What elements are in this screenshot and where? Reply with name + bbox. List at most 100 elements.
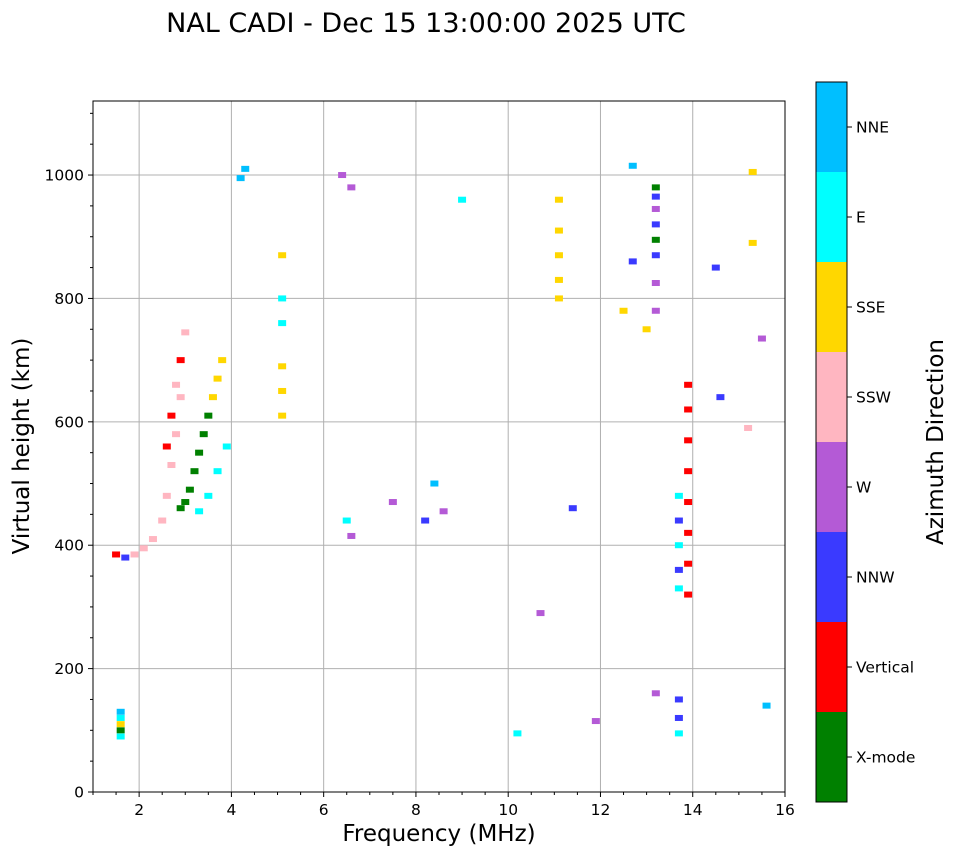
echo-point [121, 554, 130, 561]
x-axis-ticks: 2 4 6 8 10 12 14 16 [92, 792, 795, 819]
colorbar-tick-label: Vertical [856, 659, 914, 677]
echo-point [195, 508, 204, 515]
echo-point [278, 363, 287, 370]
colorbar-label: Azimuth Direction [923, 339, 949, 545]
echo-point [213, 375, 222, 382]
y-tick-label: 400 [54, 537, 84, 555]
echo-point [684, 437, 693, 444]
echo-point [347, 532, 356, 539]
echo-point [167, 412, 176, 419]
colorbar-segment [816, 352, 847, 442]
echo-point [222, 443, 231, 450]
echo-point [684, 591, 693, 598]
echo-point [241, 165, 250, 172]
echo-point [347, 184, 356, 191]
x-tick-label: 2 [134, 801, 144, 819]
echo-point [628, 258, 637, 265]
echo-point [116, 727, 125, 734]
echo-point [674, 492, 683, 499]
echo-point [116, 708, 125, 715]
echo-point [278, 320, 287, 327]
x-axis-label: Frequency (MHz) [342, 821, 535, 847]
echo-point [674, 714, 683, 721]
echo-point [278, 252, 287, 259]
echo-point [651, 221, 660, 228]
x-tick-label: 12 [591, 801, 611, 819]
echo-point [278, 387, 287, 394]
echo-point [536, 610, 545, 617]
echo-point [684, 560, 693, 567]
echo-point [674, 696, 683, 703]
echo-point [748, 239, 757, 246]
echo-point [213, 468, 222, 475]
chart-title: NAL CADI - Dec 15 13:00:00 2025 UTC [166, 8, 686, 39]
echo-point [195, 449, 204, 456]
colorbar-tick-label: NNW [856, 569, 895, 587]
echo-point [181, 499, 190, 506]
x-tick-label: 6 [319, 801, 329, 819]
colorbar-tick-label: NNE [856, 119, 889, 137]
echo-point [236, 175, 245, 182]
echo-point [176, 394, 185, 401]
echo-point [172, 381, 181, 388]
echo-point [674, 517, 683, 524]
echo-point [176, 505, 185, 512]
echo-point [554, 276, 563, 283]
colorbar-segment [816, 622, 847, 712]
y-tick-label: 600 [54, 413, 84, 431]
y-tick-label: 800 [54, 290, 84, 308]
plot-frame [93, 101, 785, 792]
echo-point [554, 295, 563, 302]
echo-point [162, 443, 171, 450]
colorbar-tick-label: E [856, 209, 866, 227]
echo-point [158, 517, 167, 524]
echo-point [204, 412, 213, 419]
echo-point [190, 468, 199, 475]
echo-point [711, 264, 720, 271]
colorbar-tick-label: SSE [856, 299, 885, 317]
x-tick-label: 16 [775, 801, 795, 819]
y-tick-label: 200 [54, 660, 84, 678]
echo-point [748, 168, 757, 175]
echo-point [342, 517, 351, 524]
colorbar-segment [816, 82, 847, 172]
echo-point [218, 357, 227, 364]
echo-point [167, 462, 176, 469]
echo-point [421, 517, 430, 524]
echo-point [568, 505, 577, 512]
echo-point [430, 480, 439, 487]
echo-point [651, 252, 660, 259]
echo-point [674, 566, 683, 573]
echo-point [388, 499, 397, 506]
x-tick-label: 4 [226, 801, 236, 819]
colorbar: X-mode Vertical NNW W SSW SSE E NNE [815, 81, 915, 803]
colorbar-frame [815, 81, 848, 803]
echo-point [181, 329, 190, 336]
echo-point [172, 431, 181, 438]
echo-point [651, 307, 660, 314]
echo-point [651, 184, 660, 191]
x-tick-label: 14 [683, 801, 703, 819]
echo-point [554, 252, 563, 259]
echo-point [674, 542, 683, 549]
echo-point [148, 536, 157, 543]
y-tick-label: 0 [74, 784, 84, 802]
data-points [112, 162, 771, 740]
echo-point [338, 172, 347, 179]
grid [93, 101, 786, 793]
echo-point [684, 468, 693, 475]
echo-point [651, 280, 660, 287]
echo-point [139, 545, 148, 552]
echo-point [744, 424, 753, 431]
echo-point [762, 702, 771, 709]
echo-point [684, 406, 693, 413]
echo-point [112, 551, 121, 558]
echo-point [199, 431, 208, 438]
echo-point [651, 690, 660, 697]
x-tick-label: 8 [411, 801, 421, 819]
echo-point [642, 326, 651, 333]
echo-point [554, 196, 563, 203]
colorbar-segment [816, 442, 847, 532]
echo-point [185, 486, 194, 493]
